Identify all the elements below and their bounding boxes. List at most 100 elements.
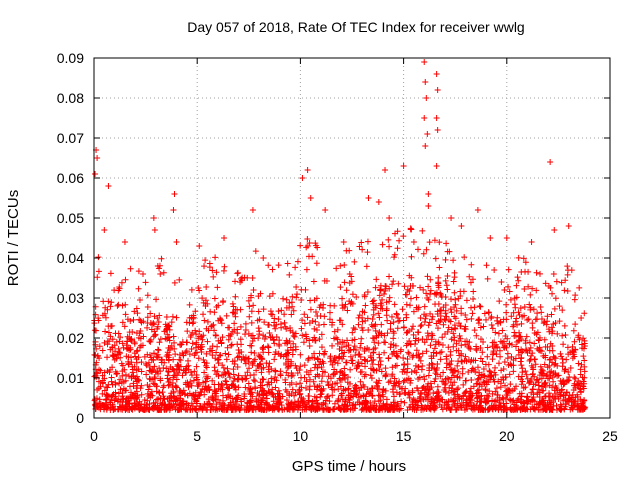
data-point <box>193 349 200 356</box>
data-point <box>203 350 210 357</box>
data-point <box>290 307 297 314</box>
data-point <box>422 403 429 410</box>
data-point <box>483 381 490 388</box>
data-point <box>199 336 206 343</box>
data-point <box>125 373 132 380</box>
data-point <box>167 393 174 400</box>
data-point <box>456 332 463 339</box>
data-point <box>152 375 159 382</box>
data-point <box>549 328 556 335</box>
data-point <box>486 388 493 395</box>
data-point <box>127 318 134 325</box>
data-point <box>448 296 455 303</box>
data-point <box>172 351 179 358</box>
data-point <box>530 306 537 313</box>
data-point <box>200 332 207 339</box>
data-point <box>282 376 289 383</box>
data-point <box>567 365 574 372</box>
data-point <box>117 386 124 393</box>
data-point <box>185 402 192 409</box>
data-point <box>481 310 488 317</box>
data-point <box>349 337 356 344</box>
data-point <box>481 373 488 380</box>
data-point <box>145 386 152 393</box>
data-point <box>95 315 102 322</box>
grid <box>94 58 610 418</box>
data-point <box>376 351 383 358</box>
data-point <box>493 351 500 358</box>
data-point <box>339 396 346 403</box>
data-point <box>532 361 539 368</box>
data-point <box>415 387 422 394</box>
data-point <box>329 361 336 368</box>
data-point <box>174 361 181 368</box>
data-point <box>338 376 345 383</box>
data-point <box>188 286 195 293</box>
data-point <box>301 362 308 369</box>
data-point <box>219 334 226 341</box>
data-point <box>119 393 126 400</box>
data-point <box>101 402 108 409</box>
data-point <box>455 320 462 327</box>
data-point <box>400 233 407 240</box>
data-point <box>482 361 489 368</box>
data-point <box>259 345 266 352</box>
data-point <box>410 331 417 338</box>
data-point <box>108 374 115 381</box>
data-point <box>458 358 465 365</box>
data-point <box>471 304 478 311</box>
data-point <box>495 320 502 327</box>
data-point <box>163 365 170 372</box>
x-tick-label: 15 <box>396 428 412 444</box>
data-point <box>306 376 313 383</box>
data-point <box>572 321 579 328</box>
data-point <box>563 389 570 396</box>
data-point <box>563 356 570 363</box>
data-point <box>319 373 326 380</box>
data-point <box>470 288 477 295</box>
data-point <box>478 392 485 399</box>
data-point <box>452 296 459 303</box>
data-point <box>458 342 465 349</box>
data-point <box>488 313 495 320</box>
data-point <box>232 313 239 320</box>
data-point <box>530 405 537 412</box>
data-point <box>131 400 138 407</box>
data-point <box>176 392 183 399</box>
data-point <box>116 403 123 410</box>
data-point <box>372 345 379 352</box>
data-point <box>172 372 179 379</box>
data-point <box>562 366 569 373</box>
data-point <box>387 378 394 385</box>
data-point <box>375 361 382 368</box>
data-point <box>491 378 498 385</box>
data-point <box>423 95 430 101</box>
data-point <box>191 368 198 375</box>
data-point <box>109 336 116 343</box>
data-point <box>209 396 216 403</box>
data-point <box>249 337 256 344</box>
data-point <box>137 317 144 324</box>
data-point <box>313 326 320 333</box>
y-tick-label: 0 <box>76 410 84 426</box>
data-point <box>336 405 343 412</box>
data-point <box>150 320 157 327</box>
data-point <box>144 314 151 321</box>
data-point <box>527 291 534 298</box>
data-point <box>370 311 377 318</box>
data-point <box>295 404 302 411</box>
data-point <box>378 330 385 337</box>
data-point <box>581 357 588 364</box>
data-point <box>206 264 213 271</box>
data-point <box>101 227 108 233</box>
data-point <box>537 303 544 310</box>
data-point <box>387 320 394 327</box>
data-point <box>215 396 222 403</box>
data-point <box>220 392 227 399</box>
data-point <box>403 291 410 298</box>
data-point <box>244 369 251 376</box>
data-point <box>459 365 466 372</box>
data-point <box>286 299 293 306</box>
data-point <box>482 399 489 406</box>
